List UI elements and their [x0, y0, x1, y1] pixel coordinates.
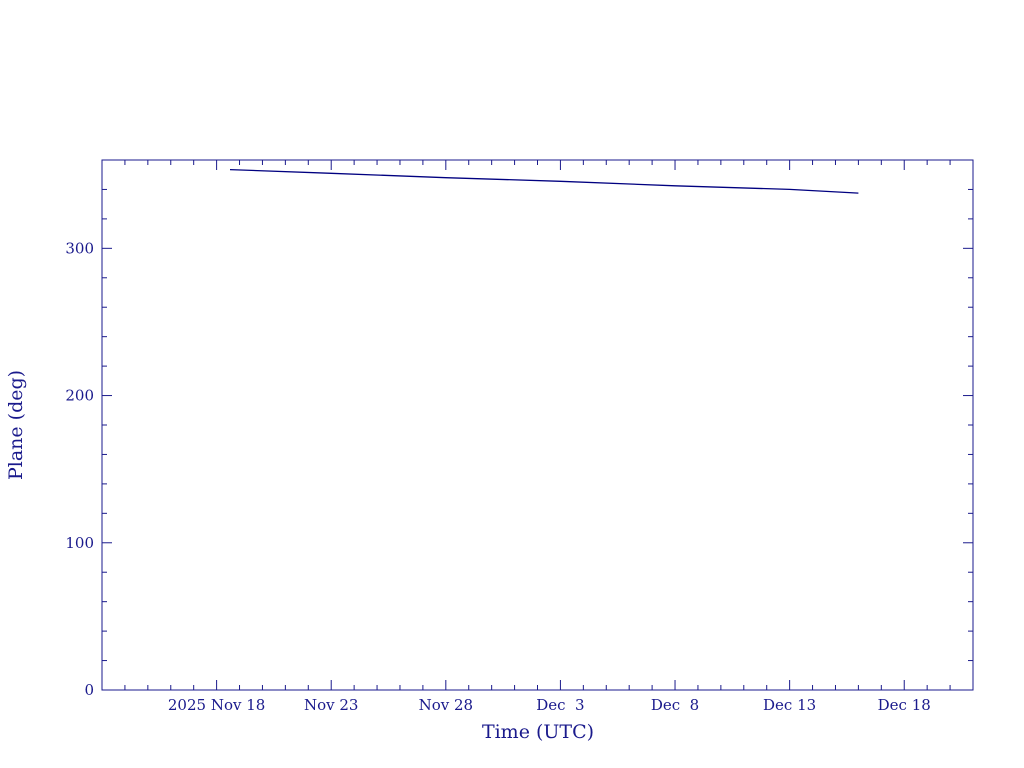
x-tick-label: Dec 18: [878, 696, 931, 714]
x-tick-label: Dec 13: [763, 696, 816, 714]
y-axis-title: Plane (deg): [5, 370, 27, 480]
x-tick-label: Dec 8: [651, 696, 699, 714]
y-tick-label: 300: [65, 239, 94, 257]
plot-frame: [101, 159, 974, 691]
y-tick-label: 200: [65, 387, 94, 405]
x-axis-title: Time (UTC): [482, 721, 594, 743]
x-tick-label: Nov 28: [419, 696, 474, 714]
x-tick-label: Nov 23: [304, 696, 359, 714]
y-tick-label: 0: [84, 681, 94, 699]
y-tick-label: 100: [65, 534, 94, 552]
x-tick-label: 2025 Nov 18: [168, 696, 265, 714]
series-line: [229, 168, 859, 194]
x-tick-label: Dec 3: [536, 696, 584, 714]
